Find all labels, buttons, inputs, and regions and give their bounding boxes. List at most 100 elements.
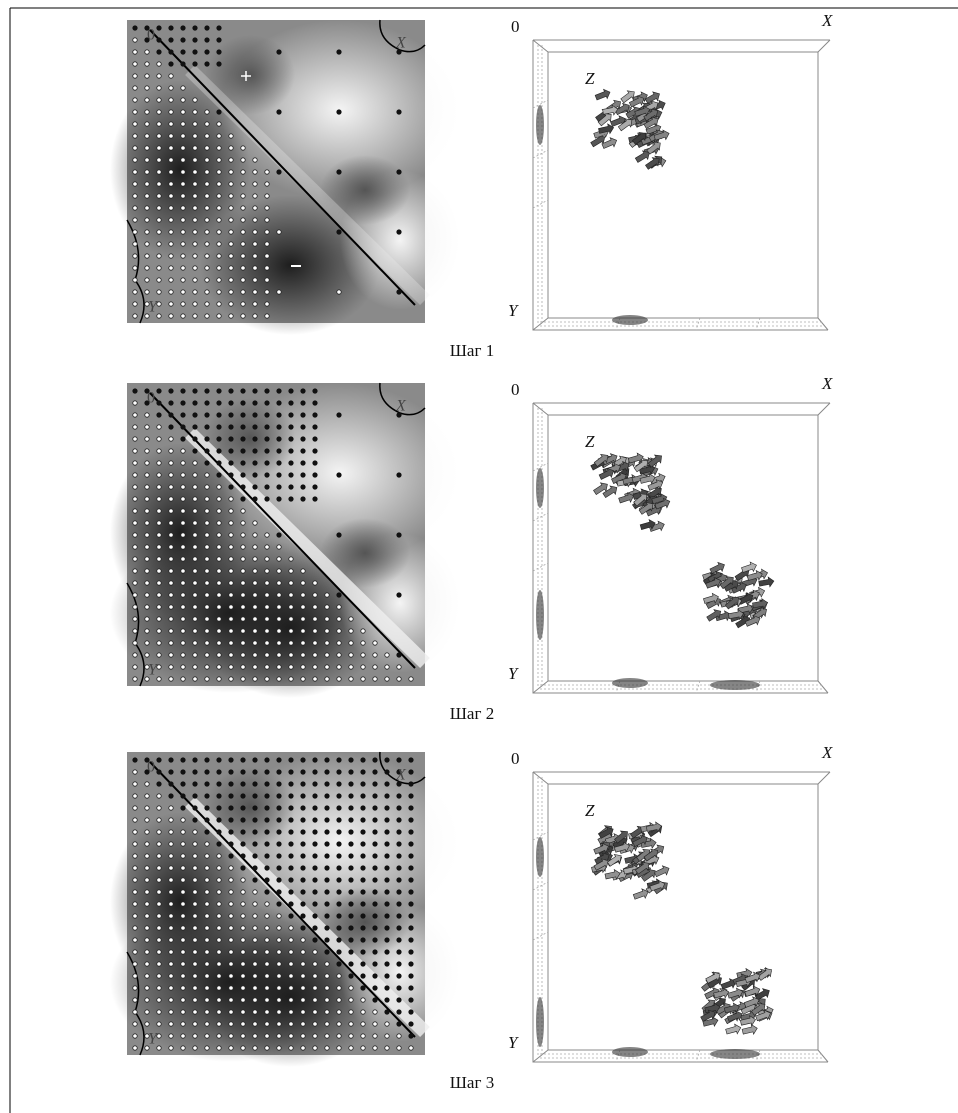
- open-dot: [168, 229, 174, 235]
- open-dot: [288, 580, 294, 586]
- filled-dot: [168, 757, 174, 763]
- open-dot: [264, 925, 270, 931]
- filled-dot: [252, 817, 258, 823]
- filled-dot: [288, 424, 294, 430]
- floor-grid: [695, 680, 701, 694]
- filled-dot: [252, 472, 258, 478]
- open-dot: [132, 181, 138, 187]
- filled-dot: [252, 388, 258, 394]
- open-dot: [132, 61, 138, 67]
- open-dot: [168, 901, 174, 907]
- filled-dot: [192, 805, 198, 811]
- filled-dot: [396, 889, 402, 895]
- open-dot: [180, 829, 186, 835]
- filled-dot: [156, 388, 162, 394]
- open-dot: [216, 604, 222, 610]
- open-dot: [156, 169, 162, 175]
- open-dot: [336, 1009, 342, 1015]
- filled-dot: [336, 925, 342, 931]
- filled-dot: [300, 484, 306, 490]
- open-dot: [168, 520, 174, 526]
- open-dot: [156, 97, 162, 103]
- filled-dot: [180, 793, 186, 799]
- wall-grid: [532, 512, 549, 522]
- map-origin-label: 0: [147, 390, 155, 407]
- open-dot: [180, 889, 186, 895]
- open-dot: [192, 985, 198, 991]
- filled-dot: [252, 436, 258, 442]
- open-dot: [252, 604, 258, 610]
- open-dot: [204, 901, 210, 907]
- filled-dot: [384, 817, 390, 823]
- filled-dot: [336, 757, 342, 763]
- open-dot: [180, 484, 186, 490]
- open-dot: [252, 241, 258, 247]
- filled-dot: [348, 817, 354, 823]
- filled-dot: [408, 829, 414, 835]
- open-dot: [168, 121, 174, 127]
- open-dot: [228, 229, 234, 235]
- open-dot: [228, 157, 234, 163]
- filled-dot: [372, 817, 378, 823]
- filled-dot: [372, 877, 378, 883]
- open-dot: [396, 1033, 402, 1039]
- filled-dot: [408, 793, 414, 799]
- filled-dot: [360, 925, 366, 931]
- open-dot: [204, 217, 210, 223]
- filled-dot: [216, 829, 222, 835]
- arrow-glyph: [706, 609, 722, 622]
- filled-dot: [336, 937, 342, 943]
- open-dot: [156, 556, 162, 562]
- open-dot: [132, 424, 138, 430]
- filled-dot: [372, 937, 378, 943]
- open-dot: [180, 676, 186, 682]
- open-dot: [168, 616, 174, 622]
- open-dot: [168, 448, 174, 454]
- open-dot: [216, 640, 222, 646]
- open-dot: [312, 961, 318, 967]
- filled-dot: [384, 853, 390, 859]
- filled-dot: [312, 865, 318, 871]
- filled-dot: [396, 169, 402, 175]
- open-dot: [204, 640, 210, 646]
- arrow-glyph: [724, 596, 739, 610]
- filled-dot: [288, 448, 294, 454]
- filled-dot: [408, 865, 414, 871]
- filled-dot: [336, 853, 342, 859]
- open-dot: [312, 616, 318, 622]
- open-dot: [144, 508, 150, 514]
- filled-dot: [288, 496, 294, 502]
- arrow-glyph: [654, 497, 671, 510]
- open-dot: [324, 616, 330, 622]
- open-dot: [300, 997, 306, 1003]
- contour-map: [110, 19, 460, 335]
- open-dot: [192, 121, 198, 127]
- contour-blob: [320, 155, 410, 225]
- open-dot: [264, 913, 270, 919]
- open-dot: [276, 1033, 282, 1039]
- filled-dot: [396, 289, 402, 295]
- open-dot: [156, 1009, 162, 1015]
- open-dot: [132, 205, 138, 211]
- map-x-label: X: [395, 398, 407, 415]
- open-dot: [132, 640, 138, 646]
- filled-dot: [192, 817, 198, 823]
- filled-dot: [156, 757, 162, 763]
- open-dot: [300, 937, 306, 943]
- projection: [612, 678, 648, 688]
- open-dot: [216, 877, 222, 883]
- open-dot: [132, 781, 138, 787]
- filled-dot: [204, 805, 210, 811]
- open-dot: [300, 1021, 306, 1027]
- arrow-glyph: [593, 454, 609, 467]
- filled-dot: [396, 1009, 402, 1015]
- open-dot: [348, 1021, 354, 1027]
- open-dot: [144, 424, 150, 430]
- open-dot: [228, 289, 234, 295]
- filled-dot: [324, 889, 330, 895]
- arrow-glyph: [738, 592, 754, 605]
- open-dot: [204, 508, 210, 514]
- filled-dot: [240, 484, 246, 490]
- filled-dot: [276, 853, 282, 859]
- open-dot: [216, 205, 222, 211]
